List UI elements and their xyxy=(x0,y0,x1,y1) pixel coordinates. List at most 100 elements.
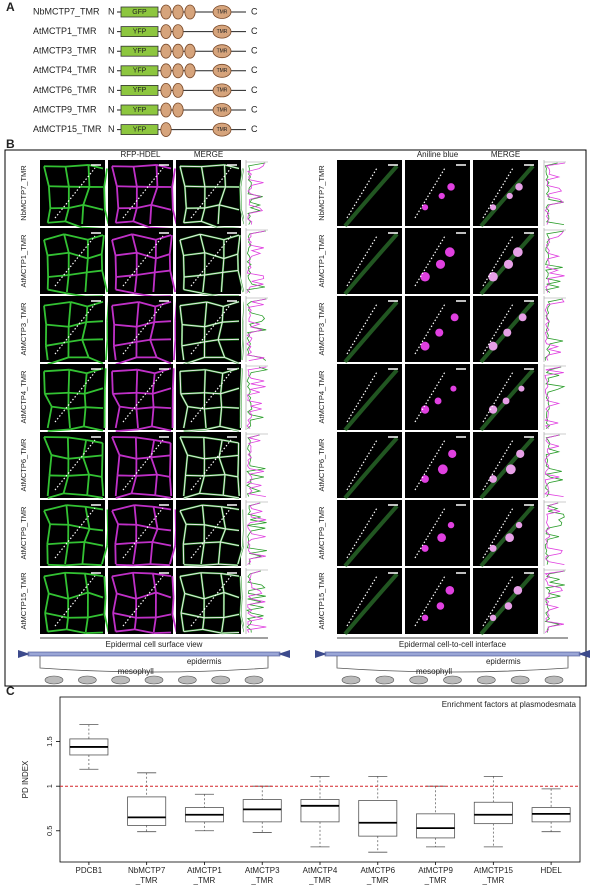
membrane xyxy=(43,305,48,325)
micrograph xyxy=(108,568,173,634)
membrane xyxy=(183,428,207,432)
membrane xyxy=(224,356,240,364)
membrane xyxy=(180,593,186,614)
membrane xyxy=(204,392,221,395)
membrane xyxy=(132,166,138,187)
c2-domain xyxy=(172,83,184,98)
column-header: Aniline blue xyxy=(417,150,459,159)
membrane xyxy=(47,186,52,209)
membrane xyxy=(223,164,226,187)
c2-domain xyxy=(184,4,196,20)
membrane xyxy=(223,301,240,307)
profile-line xyxy=(122,235,164,287)
y-tick-label: 1 xyxy=(45,784,54,788)
membrane xyxy=(155,591,172,599)
membrane xyxy=(106,509,109,531)
construct-name: AtMCTP6_TMR xyxy=(33,85,97,95)
membrane xyxy=(133,617,137,630)
micrograph xyxy=(40,296,105,362)
box xyxy=(127,796,167,826)
membrane xyxy=(87,494,104,499)
micrograph xyxy=(176,296,241,362)
membrane xyxy=(152,541,172,547)
column-header: MERGE xyxy=(491,150,520,159)
membrane xyxy=(115,541,137,546)
membrane xyxy=(204,204,220,209)
membrane xyxy=(169,545,177,565)
membrane xyxy=(183,356,205,365)
membrane xyxy=(183,289,203,294)
membrane xyxy=(199,492,224,496)
membrane xyxy=(119,454,137,460)
membrane xyxy=(151,454,171,459)
membrane xyxy=(116,454,121,476)
mesophyll-cell xyxy=(211,675,230,685)
membrane xyxy=(63,233,89,241)
membrane xyxy=(114,255,117,278)
membrane xyxy=(154,320,172,324)
membrane xyxy=(149,204,153,225)
membrane xyxy=(43,239,49,256)
cell-wall xyxy=(343,164,399,228)
mesophyll-label: mesophyll xyxy=(416,667,452,676)
membrane xyxy=(221,306,224,323)
membrane xyxy=(174,509,177,531)
membrane xyxy=(64,572,70,599)
membrane xyxy=(46,255,49,278)
membrane xyxy=(112,345,117,361)
callose-spot xyxy=(488,341,498,351)
membrane xyxy=(221,506,227,530)
membrane xyxy=(83,425,104,432)
membrane xyxy=(67,369,71,393)
mesophyll-cell xyxy=(341,675,361,685)
membrane xyxy=(133,274,138,293)
membrane xyxy=(136,541,153,544)
tmr-domain xyxy=(212,122,232,137)
membrane xyxy=(184,186,187,209)
membrane xyxy=(242,530,245,546)
membrane xyxy=(180,612,205,619)
epidermis-cells xyxy=(39,656,269,673)
membrane xyxy=(183,252,205,256)
membrane xyxy=(63,234,70,253)
row-label: AtMCTP1_TMR xyxy=(317,234,326,288)
callose-spot xyxy=(447,183,455,191)
membrane xyxy=(239,614,246,633)
membrane xyxy=(155,494,172,499)
micrograph xyxy=(176,160,241,226)
membrane xyxy=(83,204,104,211)
membrane xyxy=(223,253,238,260)
membrane xyxy=(84,617,89,633)
membrane xyxy=(237,455,239,477)
micrograph xyxy=(405,296,470,362)
membrane xyxy=(155,234,172,241)
mesophyll-cell xyxy=(244,675,264,685)
micrograph xyxy=(405,160,470,226)
membrane xyxy=(179,576,186,594)
profile-trace xyxy=(246,570,266,633)
row-label: AtMCTP15_TMR xyxy=(317,572,326,630)
membrane xyxy=(81,541,86,565)
profile-line xyxy=(54,235,96,287)
membrane xyxy=(202,504,222,508)
membrane xyxy=(66,437,70,459)
membrane xyxy=(172,339,177,361)
membrane xyxy=(152,387,172,395)
mesophyll-cell xyxy=(375,675,395,685)
membrane xyxy=(149,321,156,340)
membrane xyxy=(152,617,157,633)
c2-domain xyxy=(160,4,172,20)
membrane xyxy=(217,322,223,340)
membrane xyxy=(237,476,240,497)
membrane xyxy=(46,208,52,223)
cell-wall xyxy=(479,504,535,568)
profile-line xyxy=(54,439,96,491)
tag-label: YFP xyxy=(133,28,147,35)
membrane xyxy=(101,476,105,497)
membrane xyxy=(237,270,244,293)
epidermis-label: epidermis xyxy=(486,657,521,666)
membrane xyxy=(155,300,172,308)
membrane xyxy=(133,164,157,168)
callose-spot xyxy=(513,247,523,257)
membrane xyxy=(86,320,104,324)
